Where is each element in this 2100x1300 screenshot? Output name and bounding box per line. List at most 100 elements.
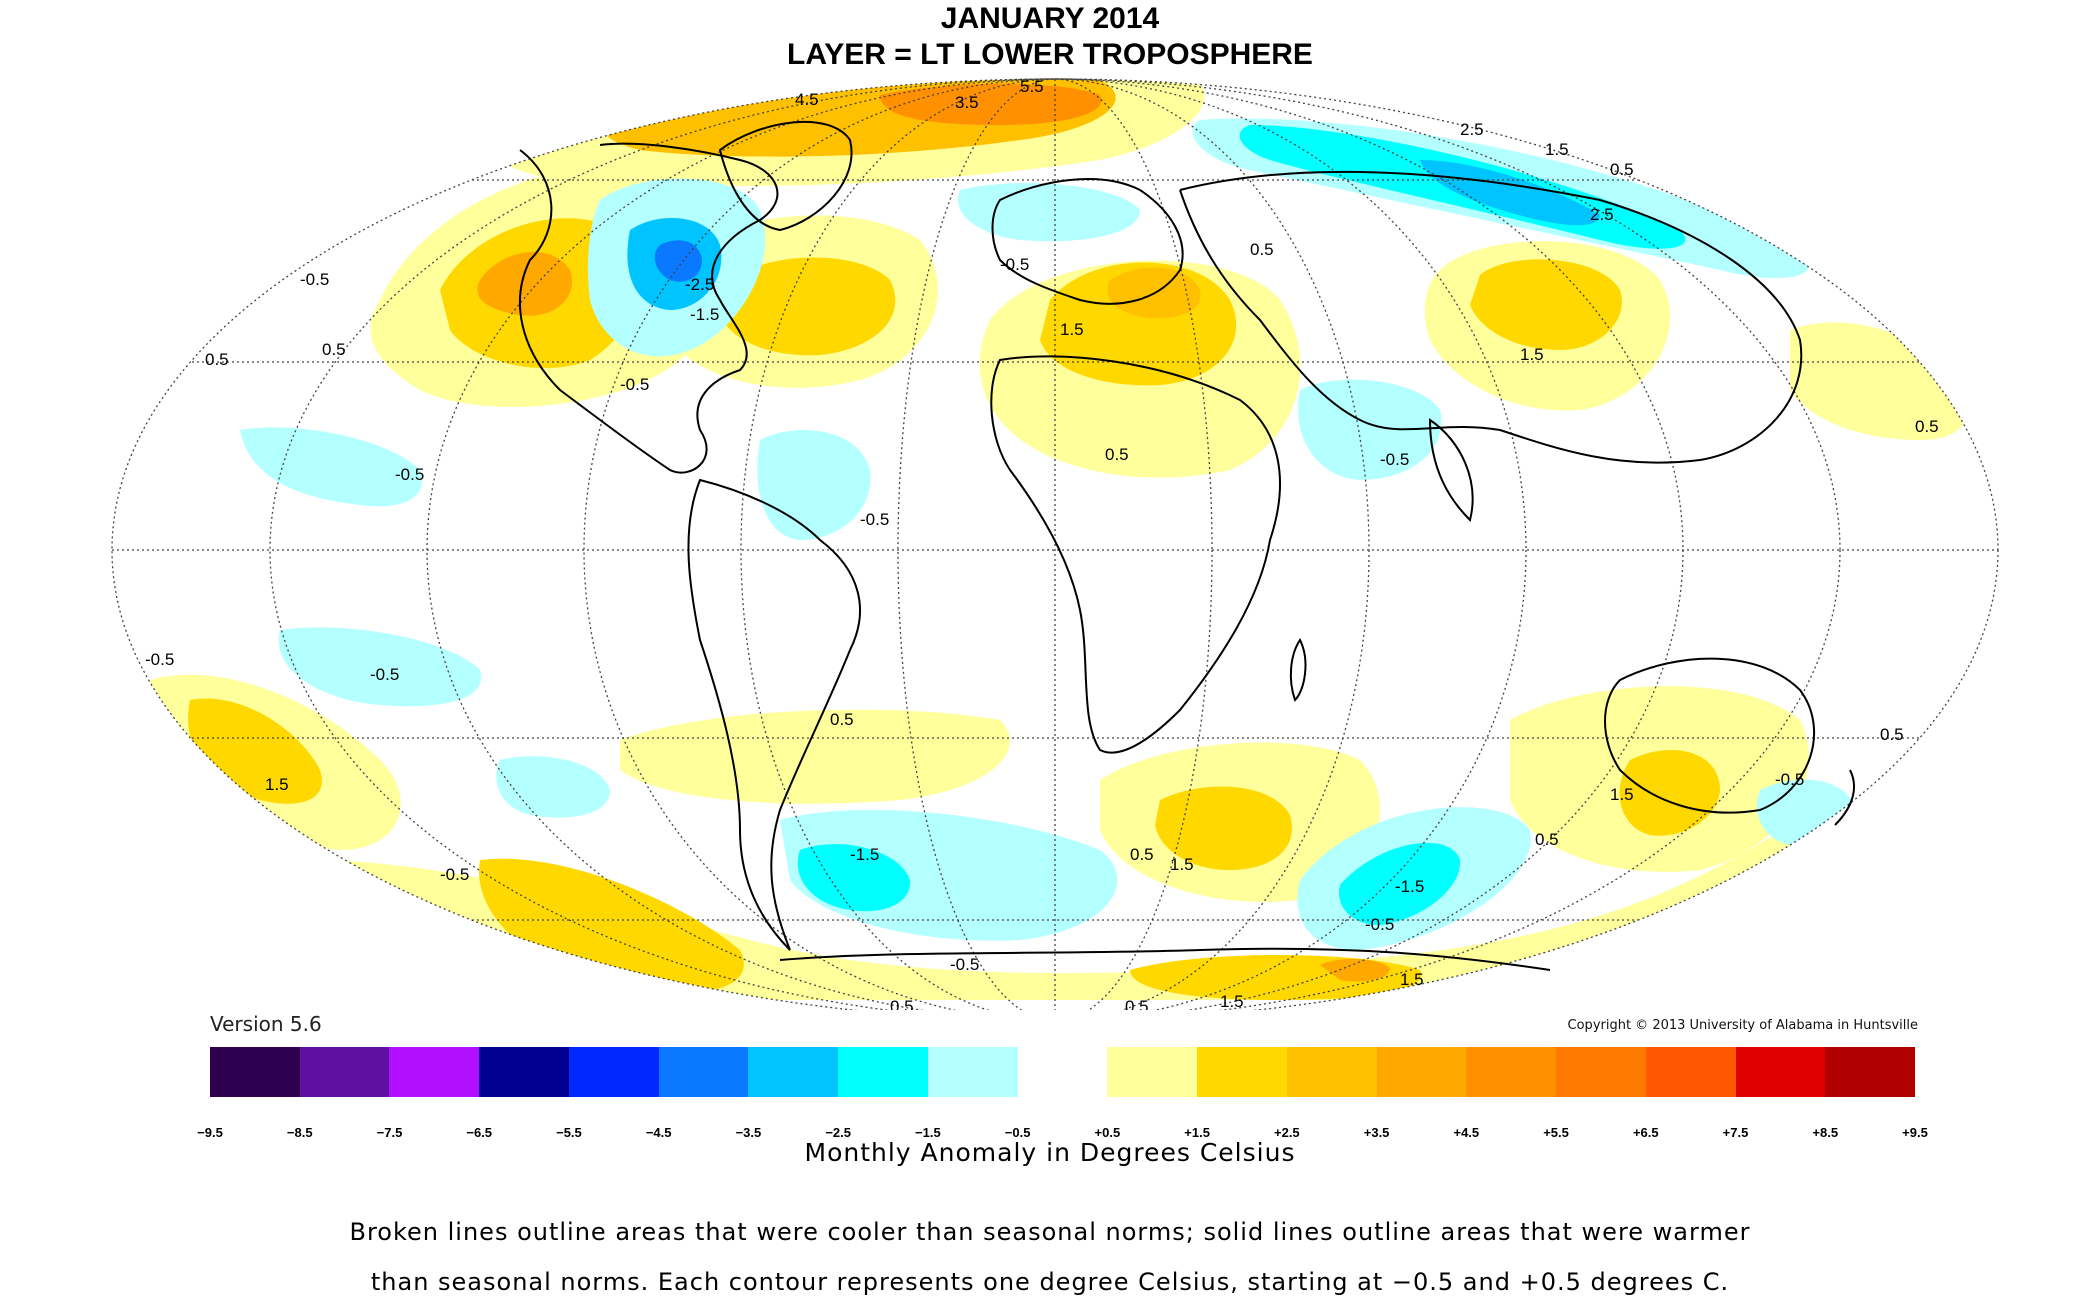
contour-label: 0.5 xyxy=(1915,417,1939,436)
coast-new-zealand xyxy=(1834,769,1855,826)
coastlines xyxy=(519,120,1855,971)
color-scale-swatch xyxy=(748,1047,839,1097)
contour-label: 0.5 xyxy=(1105,445,1129,464)
color-scale-swatch xyxy=(1017,1047,1108,1097)
contour-label: 0.5 xyxy=(1130,845,1154,864)
coast-antarctica xyxy=(779,947,1551,971)
coast-south-america xyxy=(687,478,861,951)
contour-label: -0.5 xyxy=(620,375,649,394)
color-scale-swatch xyxy=(299,1047,390,1097)
warm-region-asia-core xyxy=(1470,259,1622,350)
contour-label: 2.5 xyxy=(1590,205,1614,224)
contour-label: 1.5 xyxy=(265,775,289,794)
color-scale-swatch xyxy=(1645,1047,1737,1097)
color-scale-swatch xyxy=(389,1047,480,1097)
contour-label: 2.5 xyxy=(1460,120,1484,139)
color-scale-tick-label: −7.5 xyxy=(376,1125,403,1140)
color-scale-swatch xyxy=(210,1047,301,1097)
coast-asia xyxy=(1179,170,1803,464)
contour-label: 0.5 xyxy=(1535,830,1559,849)
contour-label: -0.5 xyxy=(1775,770,1804,789)
contour-label: -1.5 xyxy=(690,305,719,324)
color-scale-tick-label: +9.5 xyxy=(1902,1125,1928,1140)
contour-label: 3.5 xyxy=(955,93,979,112)
map-title: JANUARY 2014 xyxy=(940,2,1160,35)
contour-label: -0.5 xyxy=(440,865,469,884)
cool-region-south-pacific-west xyxy=(278,627,482,707)
warm-region-antarctica-east-peak xyxy=(1320,958,1390,982)
coast-australia xyxy=(1604,657,1816,814)
color-scale-tick-label: +4.5 xyxy=(1453,1125,1480,1140)
contour-label: 1.5 xyxy=(1520,345,1544,364)
contour-label: 0.5 xyxy=(830,710,854,729)
color-scale-swatch xyxy=(658,1047,749,1097)
color-scale-swatch xyxy=(927,1047,1019,1097)
color-scale-tick-label: +5.5 xyxy=(1543,1125,1569,1140)
color-scale-tick-label: +2.5 xyxy=(1273,1125,1300,1140)
color-scale-tick-label: −3.5 xyxy=(735,1125,762,1140)
color-scale-swatch xyxy=(1466,1047,1557,1097)
color-scale-tick-label: +3.5 xyxy=(1363,1125,1390,1140)
warm-region-south-africa-core xyxy=(1155,786,1292,870)
version-label: Version 5.6 xyxy=(210,1012,322,1036)
warm-region-atlantic-core xyxy=(720,257,896,356)
contour-label: 0.5 xyxy=(1610,160,1634,179)
cool-region-south-atlantic-core xyxy=(797,844,911,912)
color-scale-swatch xyxy=(479,1047,570,1097)
cool-region-east-north-america-peak xyxy=(654,240,702,282)
coast-greenland xyxy=(718,120,853,232)
coast-africa xyxy=(990,355,1281,754)
contour-label: 1.5 xyxy=(1170,855,1194,874)
color-scale-swatch xyxy=(1197,1047,1288,1097)
contour-label: 0.5 xyxy=(890,997,914,1010)
color-scale-tick-label: −8.5 xyxy=(286,1125,313,1140)
contour-label: 1.5 xyxy=(1400,970,1424,989)
cool-region-tropical-atlantic xyxy=(757,430,871,540)
cool-region-indian-ocean-core xyxy=(1339,842,1461,925)
color-scale-tick-label: −9.5 xyxy=(197,1125,223,1140)
contour-label: 0.5 xyxy=(1250,240,1274,259)
contour-label: 1.5 xyxy=(1610,785,1634,804)
color-scale-ticks: −9.5 −8.5 −7.5 −6.5 −5.5 −4.5 −3.5 −2.5 −1.5 −0.5… xyxy=(0,1125,2100,1145)
contour-label: -0.5 xyxy=(300,270,329,289)
contour-label: 1.5 xyxy=(1060,320,1084,339)
color-scale-tick-label: +0.5 xyxy=(1094,1125,1121,1140)
coast-europe xyxy=(991,178,1184,305)
color-scale-swatch xyxy=(838,1047,929,1097)
contour-label: -0.5 xyxy=(950,955,979,974)
color-scale-swatch xyxy=(1107,1047,1198,1097)
warm-region-north-america-peak xyxy=(477,251,572,316)
contour-label: -0.5 xyxy=(145,650,174,669)
contour-label: -0.5 xyxy=(1380,450,1409,469)
color-scale-tick-label: −6.5 xyxy=(466,1125,493,1140)
cool-region-east-pacific xyxy=(240,427,422,507)
color-scale-swatch xyxy=(1556,1047,1647,1097)
contour-labels: 4.5 5.5 3.5 2.5 1.5 0.5 -0.5 -1.5 -2.5 0… xyxy=(145,77,1939,1010)
color-scale-tick-label: −5.5 xyxy=(556,1125,582,1140)
color-scale-tick-label: −2.5 xyxy=(825,1125,851,1140)
cool-region-arabian xyxy=(1298,379,1442,480)
contour-label: -0.5 xyxy=(395,465,424,484)
contour-label: 0.5 xyxy=(1880,725,1904,744)
color-scale-tick-label: +8.5 xyxy=(1812,1125,1839,1140)
color-scale-tick-label: −0.5 xyxy=(1004,1125,1031,1140)
warm-region-south-atlantic xyxy=(620,709,1010,804)
contour-label: 1.5 xyxy=(1545,140,1569,159)
color-scale-tick-label: +7.5 xyxy=(1722,1125,1749,1140)
map-subtitle: LAYER = LT LOWER TROPOSPHERE xyxy=(787,38,1313,71)
color-scale-tick-label: +6.5 xyxy=(1632,1125,1659,1140)
color-scale-swatch xyxy=(1735,1047,1826,1097)
contour-label: -0.5 xyxy=(1365,915,1394,934)
cool-region-tasman xyxy=(1756,779,1855,847)
contour-label: -0.5 xyxy=(1000,255,1029,274)
contour-label: -1.5 xyxy=(850,845,879,864)
contour-label: -0.5 xyxy=(860,510,889,529)
color-scale xyxy=(210,1047,1916,1097)
cool-region-siberia-peak xyxy=(1420,160,1600,226)
contour-label: 0.5 xyxy=(1125,997,1149,1010)
anomaly-fields xyxy=(140,79,1968,1000)
contour-label: 0.5 xyxy=(322,340,346,359)
color-scale-swatch xyxy=(568,1047,660,1097)
contour-label: 1.5 xyxy=(1220,992,1244,1010)
contour-label: 4.5 xyxy=(795,90,819,109)
